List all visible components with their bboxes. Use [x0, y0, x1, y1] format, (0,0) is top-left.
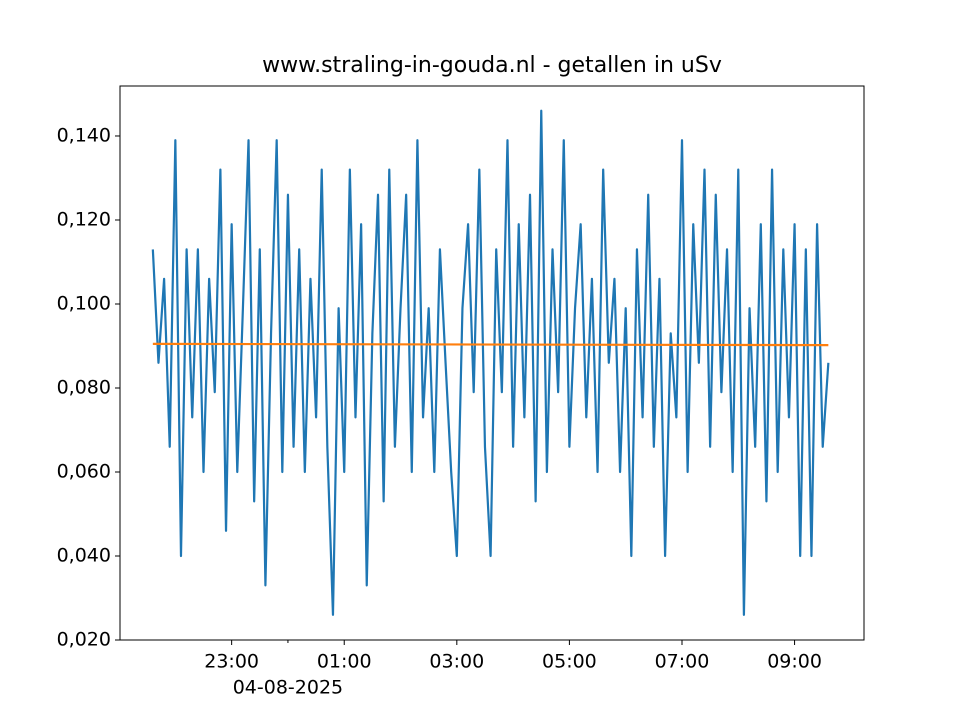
y-tick-label: 0,100: [57, 292, 111, 314]
x-tick-label: 01:00: [317, 651, 372, 673]
x-tick-label: 07:00: [655, 651, 710, 673]
x-tick-label: 03:00: [429, 651, 484, 673]
x-tick-label: 05:00: [542, 651, 597, 673]
x-date-label: 04-08-2025: [233, 677, 343, 699]
y-tick-label: 0,140: [57, 124, 111, 146]
y-tick-label: 0,040: [57, 544, 111, 566]
x-tick-label: 09:00: [767, 651, 822, 673]
chart-title: www.straling-in-gouda.nl - getallen in u…: [262, 53, 722, 78]
y-tick-label: 0,020: [57, 629, 111, 651]
y-tick-label: 0,060: [57, 460, 111, 482]
data-line: [151, 109, 830, 616]
data-line: [152, 342, 829, 347]
x-tick-label: 23:00: [204, 651, 259, 673]
y-tick-label: 0,080: [57, 376, 111, 398]
y-tick-label: 0,120: [57, 208, 111, 230]
plot-frame: [119, 85, 865, 641]
